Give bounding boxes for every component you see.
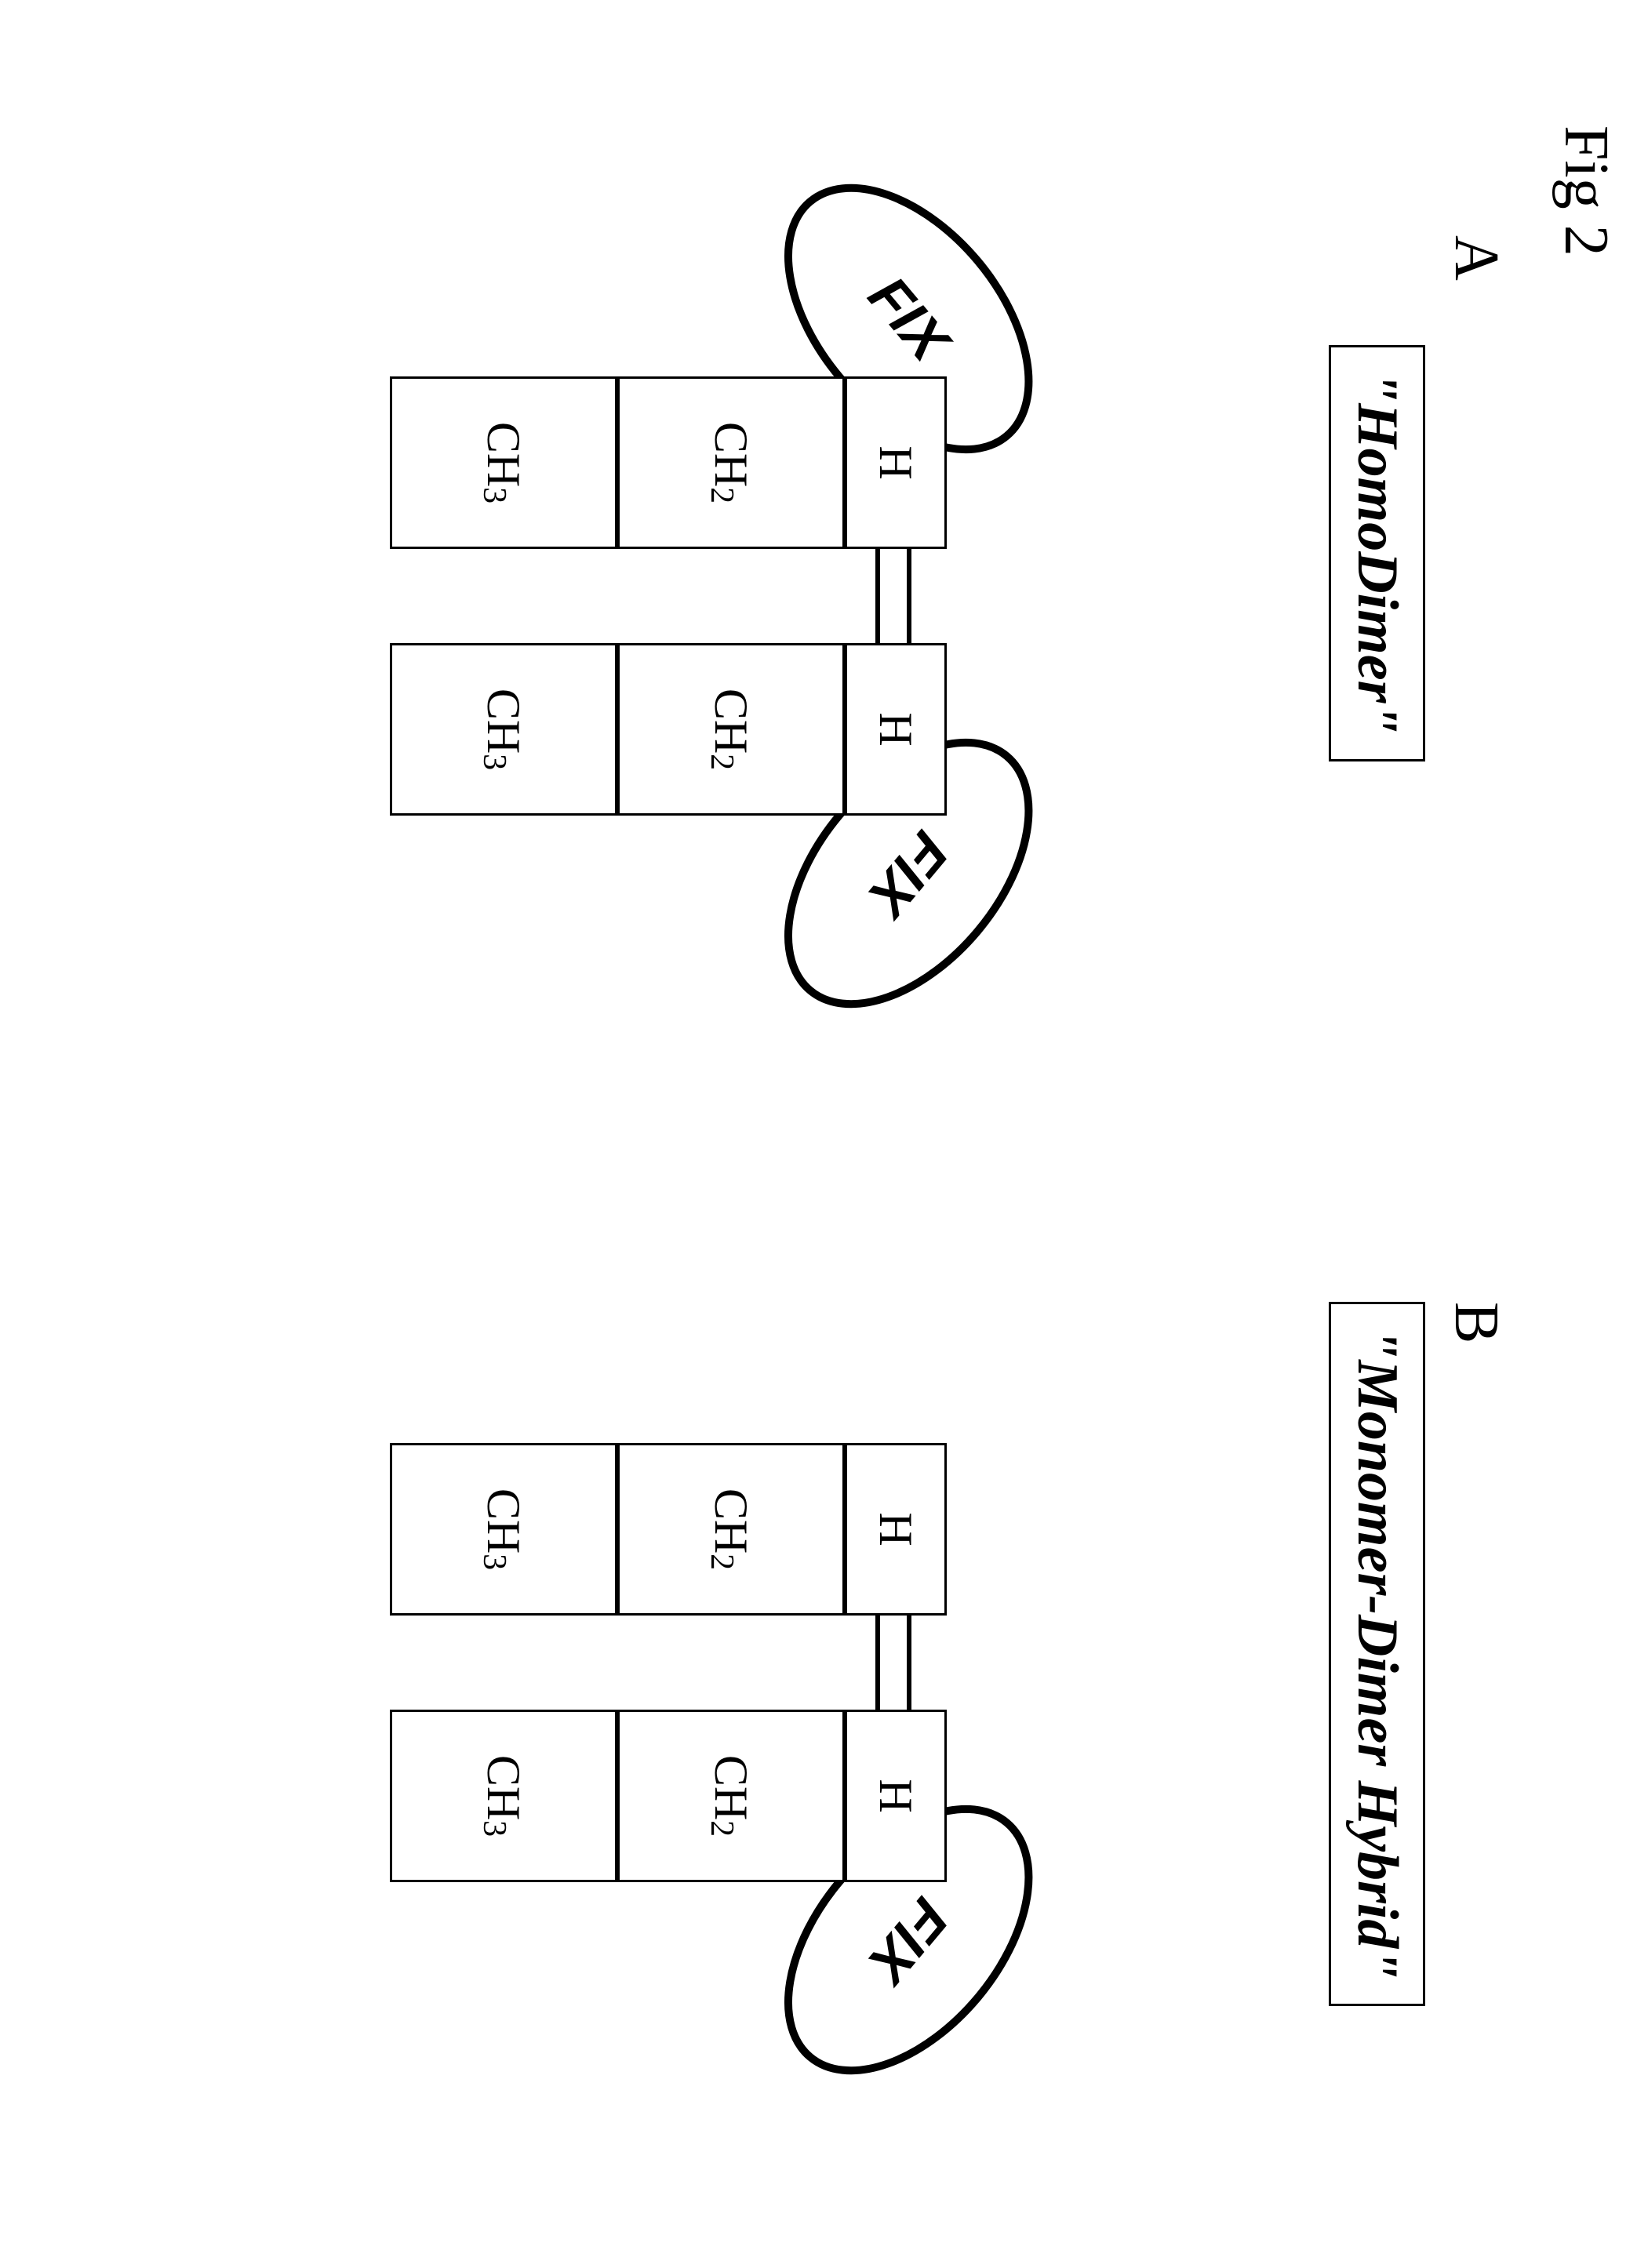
bond-line	[907, 549, 911, 643]
panel-b-letter: B	[1440, 1302, 1511, 1343]
domain-ch3: CH3	[390, 643, 617, 816]
domain-ch3: CH3	[390, 376, 617, 549]
ch2-sub: 2	[703, 1820, 740, 1837]
figure-content: Fig 2 A "HomoDimer" FIX FIX H CH2 CH3	[31, 31, 1637, 2237]
panel-a-construct: FIX FIX H CH2 CH3 H CH2 CH3	[178, 125, 1276, 1067]
ch2-base: CH	[704, 1755, 758, 1820]
domain-ch2: CH2	[617, 376, 845, 549]
ch3-sub: 3	[475, 1554, 513, 1570]
domain-h: H	[845, 643, 947, 816]
domain-ch2: CH2	[617, 1443, 845, 1616]
ch3-sub: 3	[475, 754, 513, 770]
domain-h: H	[845, 1443, 947, 1616]
domain-h: H	[845, 376, 947, 549]
figure-page: Fig 2 A "HomoDimer" FIX FIX H CH2 CH3	[31, 31, 1637, 2237]
ch2-base: CH	[704, 689, 758, 754]
ch2-sub: 2	[703, 487, 740, 503]
panel-b-construct: FIX H CH2 CH3 H CH2 CH3	[178, 1192, 1276, 2133]
chain-a-right: H CH2 CH3	[390, 643, 947, 816]
domain-ch2: CH2	[617, 643, 845, 816]
ch3-base: CH	[477, 1755, 531, 1820]
ch3-base: CH	[477, 1488, 531, 1554]
domain-h: H	[845, 1710, 947, 1882]
bond-line	[875, 549, 880, 643]
domain-ch3: CH3	[390, 1443, 617, 1616]
domain-ch2: CH2	[617, 1710, 845, 1882]
ch2-base: CH	[704, 422, 758, 487]
chain-b-left: H CH2 CH3	[390, 1443, 947, 1616]
ch3-base: CH	[477, 689, 531, 754]
ch3-sub: 3	[475, 487, 513, 503]
panel-a-title: "HomoDimer"	[1329, 345, 1425, 761]
ch2-sub: 2	[703, 1554, 740, 1570]
panel-a-letter: A	[1440, 235, 1511, 281]
ch3-sub: 3	[475, 1820, 513, 1837]
panel-b-title: "Monomer-Dimer Hybrid"	[1329, 1302, 1425, 2006]
bond-line	[875, 1616, 880, 1710]
ch3-base: CH	[477, 422, 531, 487]
chain-b-right: H CH2 CH3	[390, 1710, 947, 1882]
bond-line	[907, 1616, 911, 1710]
ch2-sub: 2	[703, 754, 740, 770]
disulfide-bonds-b	[845, 1616, 947, 1710]
chain-a-left: H CH2 CH3	[390, 376, 947, 549]
domain-ch3: CH3	[390, 1710, 617, 1882]
disulfide-bonds-a	[845, 549, 947, 643]
ch2-base: CH	[704, 1488, 758, 1554]
figure-label: Fig 2	[1550, 125, 1621, 256]
